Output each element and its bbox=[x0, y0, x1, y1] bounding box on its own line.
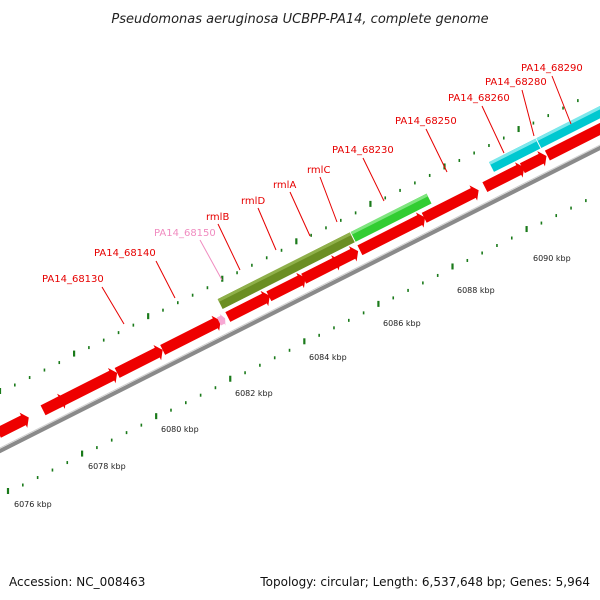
gene-label[interactable]: rmlC bbox=[307, 165, 330, 176]
gene-arrow-red[interactable] bbox=[356, 210, 429, 258]
gene-label[interactable]: PA14_68290 bbox=[521, 63, 583, 74]
kbp-label: 6076 kbp bbox=[14, 500, 52, 509]
genome-summary-text: Topology: circular; Length: 6,537,648 bp… bbox=[259, 575, 590, 589]
kbp-label: 6082 kbp bbox=[235, 389, 273, 398]
gene-label[interactable]: PA14_68230 bbox=[332, 145, 394, 156]
gene-arrow-red[interactable] bbox=[519, 148, 551, 175]
gene-label[interactable]: PA14_68130 bbox=[42, 274, 104, 285]
accession-text: Accession: NC_008463 bbox=[9, 575, 145, 589]
gene-arrow-red[interactable] bbox=[481, 160, 528, 195]
kbp-label: 6080 kbp bbox=[161, 425, 199, 434]
gene-arrow-red[interactable] bbox=[265, 270, 309, 304]
gene-bar-cyan[interactable] bbox=[536, 97, 600, 149]
gene-label[interactable]: PA14_68260 bbox=[448, 93, 510, 104]
gene-arrow-red[interactable] bbox=[333, 244, 362, 270]
gene-labels: PA14_68130 PA14_68140 PA14_68150 rmlB rm… bbox=[42, 63, 583, 325]
gene-bar-cyan[interactable] bbox=[489, 138, 541, 172]
lower-tick-row bbox=[6, 199, 587, 494]
gene-label[interactable]: rmlA bbox=[273, 180, 296, 191]
gene-label[interactable]: PA14_68140 bbox=[94, 248, 156, 259]
kbp-label: 6090 kbp bbox=[533, 254, 571, 263]
gene-track bbox=[0, 97, 600, 441]
gene-arrow-red[interactable] bbox=[420, 183, 482, 226]
upper-tick-row bbox=[0, 99, 579, 394]
gene-arrow-pink[interactable] bbox=[216, 313, 228, 328]
gene-arrow-red[interactable] bbox=[0, 410, 33, 441]
gene-bar-olive[interactable] bbox=[217, 232, 355, 309]
gene-arrow-red[interactable] bbox=[54, 365, 121, 410]
gene-arrow-red[interactable] bbox=[300, 253, 344, 287]
kbp-label: 6078 kbp bbox=[88, 462, 126, 471]
genome-title: Pseudomonas aeruginosa UCBPP-PA14, compl… bbox=[111, 12, 488, 27]
kbp-label: 6086 kbp bbox=[383, 319, 421, 328]
gene-arrow-red[interactable] bbox=[113, 342, 166, 380]
kbp-scale: 6076 kbp 6078 kbp 6080 kbp 6082 kbp 6084… bbox=[14, 254, 571, 509]
kbp-label: 6084 kbp bbox=[309, 353, 347, 362]
gene-label[interactable]: PA14_68150 bbox=[154, 228, 216, 239]
gene-label[interactable]: rmlB bbox=[206, 212, 229, 223]
gene-label[interactable]: rmlD bbox=[241, 196, 265, 207]
gene-label[interactable]: PA14_68250 bbox=[395, 116, 457, 127]
gene-arrow-red[interactable] bbox=[159, 313, 225, 357]
gene-label[interactable]: PA14_68280 bbox=[485, 77, 547, 88]
gene-arrow-red[interactable] bbox=[544, 111, 600, 163]
backbone bbox=[0, 144, 600, 454]
kbp-label: 6088 kbp bbox=[457, 286, 495, 295]
gene-arrow-red[interactable] bbox=[224, 288, 274, 324]
gene-bar-green[interactable] bbox=[350, 193, 432, 242]
